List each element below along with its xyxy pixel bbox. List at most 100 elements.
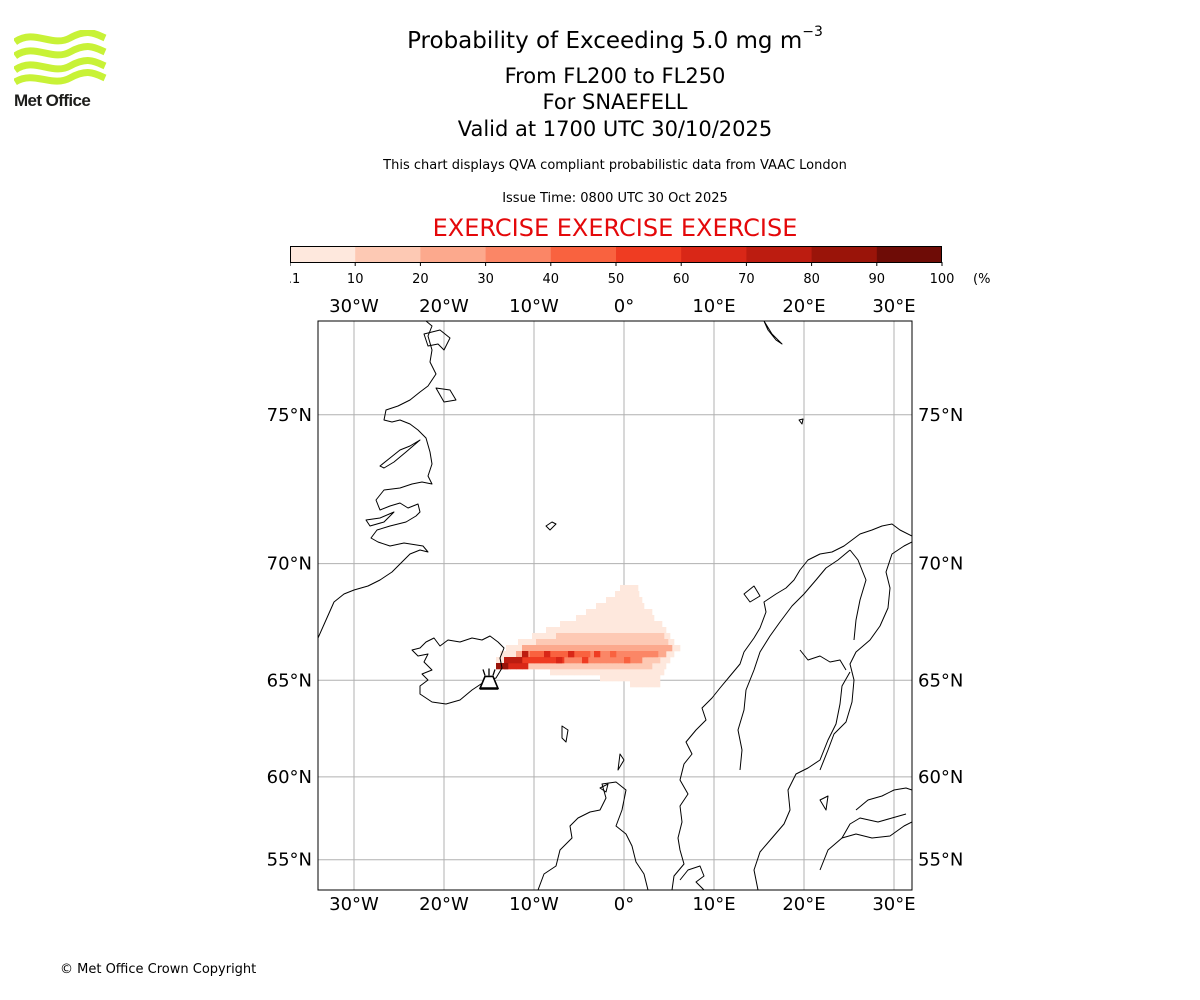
plume-cell	[668, 651, 675, 658]
plume-cell	[664, 633, 671, 640]
plume-cell	[548, 651, 555, 658]
plume-cell	[606, 627, 613, 634]
plume-cell	[592, 609, 599, 616]
plume-cell	[634, 669, 641, 676]
plume-cell	[644, 621, 651, 628]
plume-cell	[560, 621, 567, 628]
plume-cell	[592, 663, 599, 670]
longitude-label-bottom: 20°W	[419, 894, 469, 915]
plume-cell	[636, 681, 643, 688]
longitude-label-bottom: 20°E	[782, 894, 825, 915]
plume-cell	[594, 615, 601, 622]
plume-cell	[578, 651, 585, 658]
plume-cell	[646, 669, 653, 676]
plume-cell	[532, 663, 539, 670]
norway-islands	[743, 585, 761, 603]
plume-cell	[626, 603, 633, 610]
plume-cell	[530, 651, 537, 658]
plume-cell	[552, 657, 559, 664]
plume-cell	[654, 663, 661, 670]
longitude-label-bottom: 10°E	[692, 894, 735, 915]
plume-cell	[546, 645, 553, 652]
svalbard-tip	[763, 321, 783, 345]
plume-cell	[612, 627, 619, 634]
plume-cell	[646, 609, 653, 616]
plume-cell	[570, 657, 577, 664]
latitude-label-left: 65°N	[267, 670, 312, 691]
norway-coast	[671, 523, 912, 890]
plume-cell	[594, 651, 601, 658]
plume-cell	[626, 585, 633, 592]
plume-cell	[552, 627, 559, 634]
latitude-label-right: 60°N	[918, 767, 963, 788]
plume-cell	[576, 627, 583, 634]
latvia-border	[841, 813, 907, 839]
plume-cell	[632, 603, 639, 610]
colorbar-segment	[550, 246, 617, 263]
plume-cell	[556, 633, 563, 640]
plume-cell	[598, 633, 605, 640]
plume-cell	[621, 591, 628, 598]
plume-cell	[606, 615, 613, 622]
colorbar-tick-label: 90	[869, 272, 886, 287]
plume-cell	[540, 657, 547, 664]
plume-cell	[528, 645, 535, 652]
plume-cell	[616, 651, 623, 658]
longitude-label-top: 10°W	[509, 296, 559, 317]
plume-cell	[602, 639, 609, 646]
plume-cell	[606, 675, 613, 682]
plume-cell	[636, 645, 643, 652]
plume-cell	[622, 633, 629, 640]
plume-cell	[582, 615, 589, 622]
plume-cell	[620, 603, 627, 610]
plume-cell	[658, 669, 665, 676]
plume-cell	[604, 633, 611, 640]
plume-cell	[638, 603, 645, 610]
longitude-label-bottom: 30°W	[329, 894, 379, 915]
colorbar-tick-label: 80	[803, 272, 820, 287]
plume-cell	[594, 645, 601, 652]
plume-cell	[610, 609, 617, 616]
plume-cell	[588, 645, 595, 652]
plume-cell	[574, 663, 581, 670]
plume-cell	[626, 621, 633, 628]
plume-cell	[618, 597, 625, 604]
plume-cell	[586, 669, 593, 676]
plume-cell	[554, 639, 561, 646]
plume-cell	[640, 609, 647, 616]
volcano-eruption-lines	[482, 668, 496, 676]
plume-cell	[628, 663, 635, 670]
plume-cell	[608, 603, 615, 610]
colorbar-segment	[681, 246, 747, 263]
plume-cell	[544, 651, 551, 658]
plume-cell	[624, 657, 631, 664]
plume-cell	[628, 669, 635, 676]
plume-cell	[516, 651, 523, 658]
plume-cell	[496, 657, 503, 664]
plume-cell	[534, 645, 541, 652]
exercise-banner: EXERCISE EXERCISE EXERCISE	[432, 214, 798, 242]
latitude-label-left: 70°N	[267, 554, 312, 575]
plume-cell	[558, 645, 565, 652]
map-panel: 30°W 30°W 20°W 20°W 10°W 10°W 0° 0° 10°E 10°E 20°E…	[267, 296, 964, 915]
plume-cell	[636, 597, 643, 604]
plume-cell	[576, 615, 583, 622]
plume-cell	[634, 663, 641, 670]
plume-cell	[654, 657, 661, 664]
logo-text: Met Office	[14, 91, 91, 110]
plume-cell	[640, 663, 647, 670]
greenland-fjord-1	[379, 439, 421, 469]
plume-cell	[622, 669, 629, 676]
plume-cell	[628, 633, 635, 640]
plume-cell	[518, 639, 525, 646]
plume-cell	[630, 681, 637, 688]
plume-cell	[568, 633, 575, 640]
plume-cell	[562, 663, 569, 670]
plume-cell	[570, 627, 577, 634]
longitude-label-top: 30°E	[872, 296, 915, 317]
colorbar-tick-label: 0.1	[290, 272, 300, 287]
plume-cell	[624, 627, 631, 634]
plume-cell	[648, 657, 655, 664]
plume-cell	[620, 621, 627, 628]
colorbar-segment	[616, 246, 682, 263]
